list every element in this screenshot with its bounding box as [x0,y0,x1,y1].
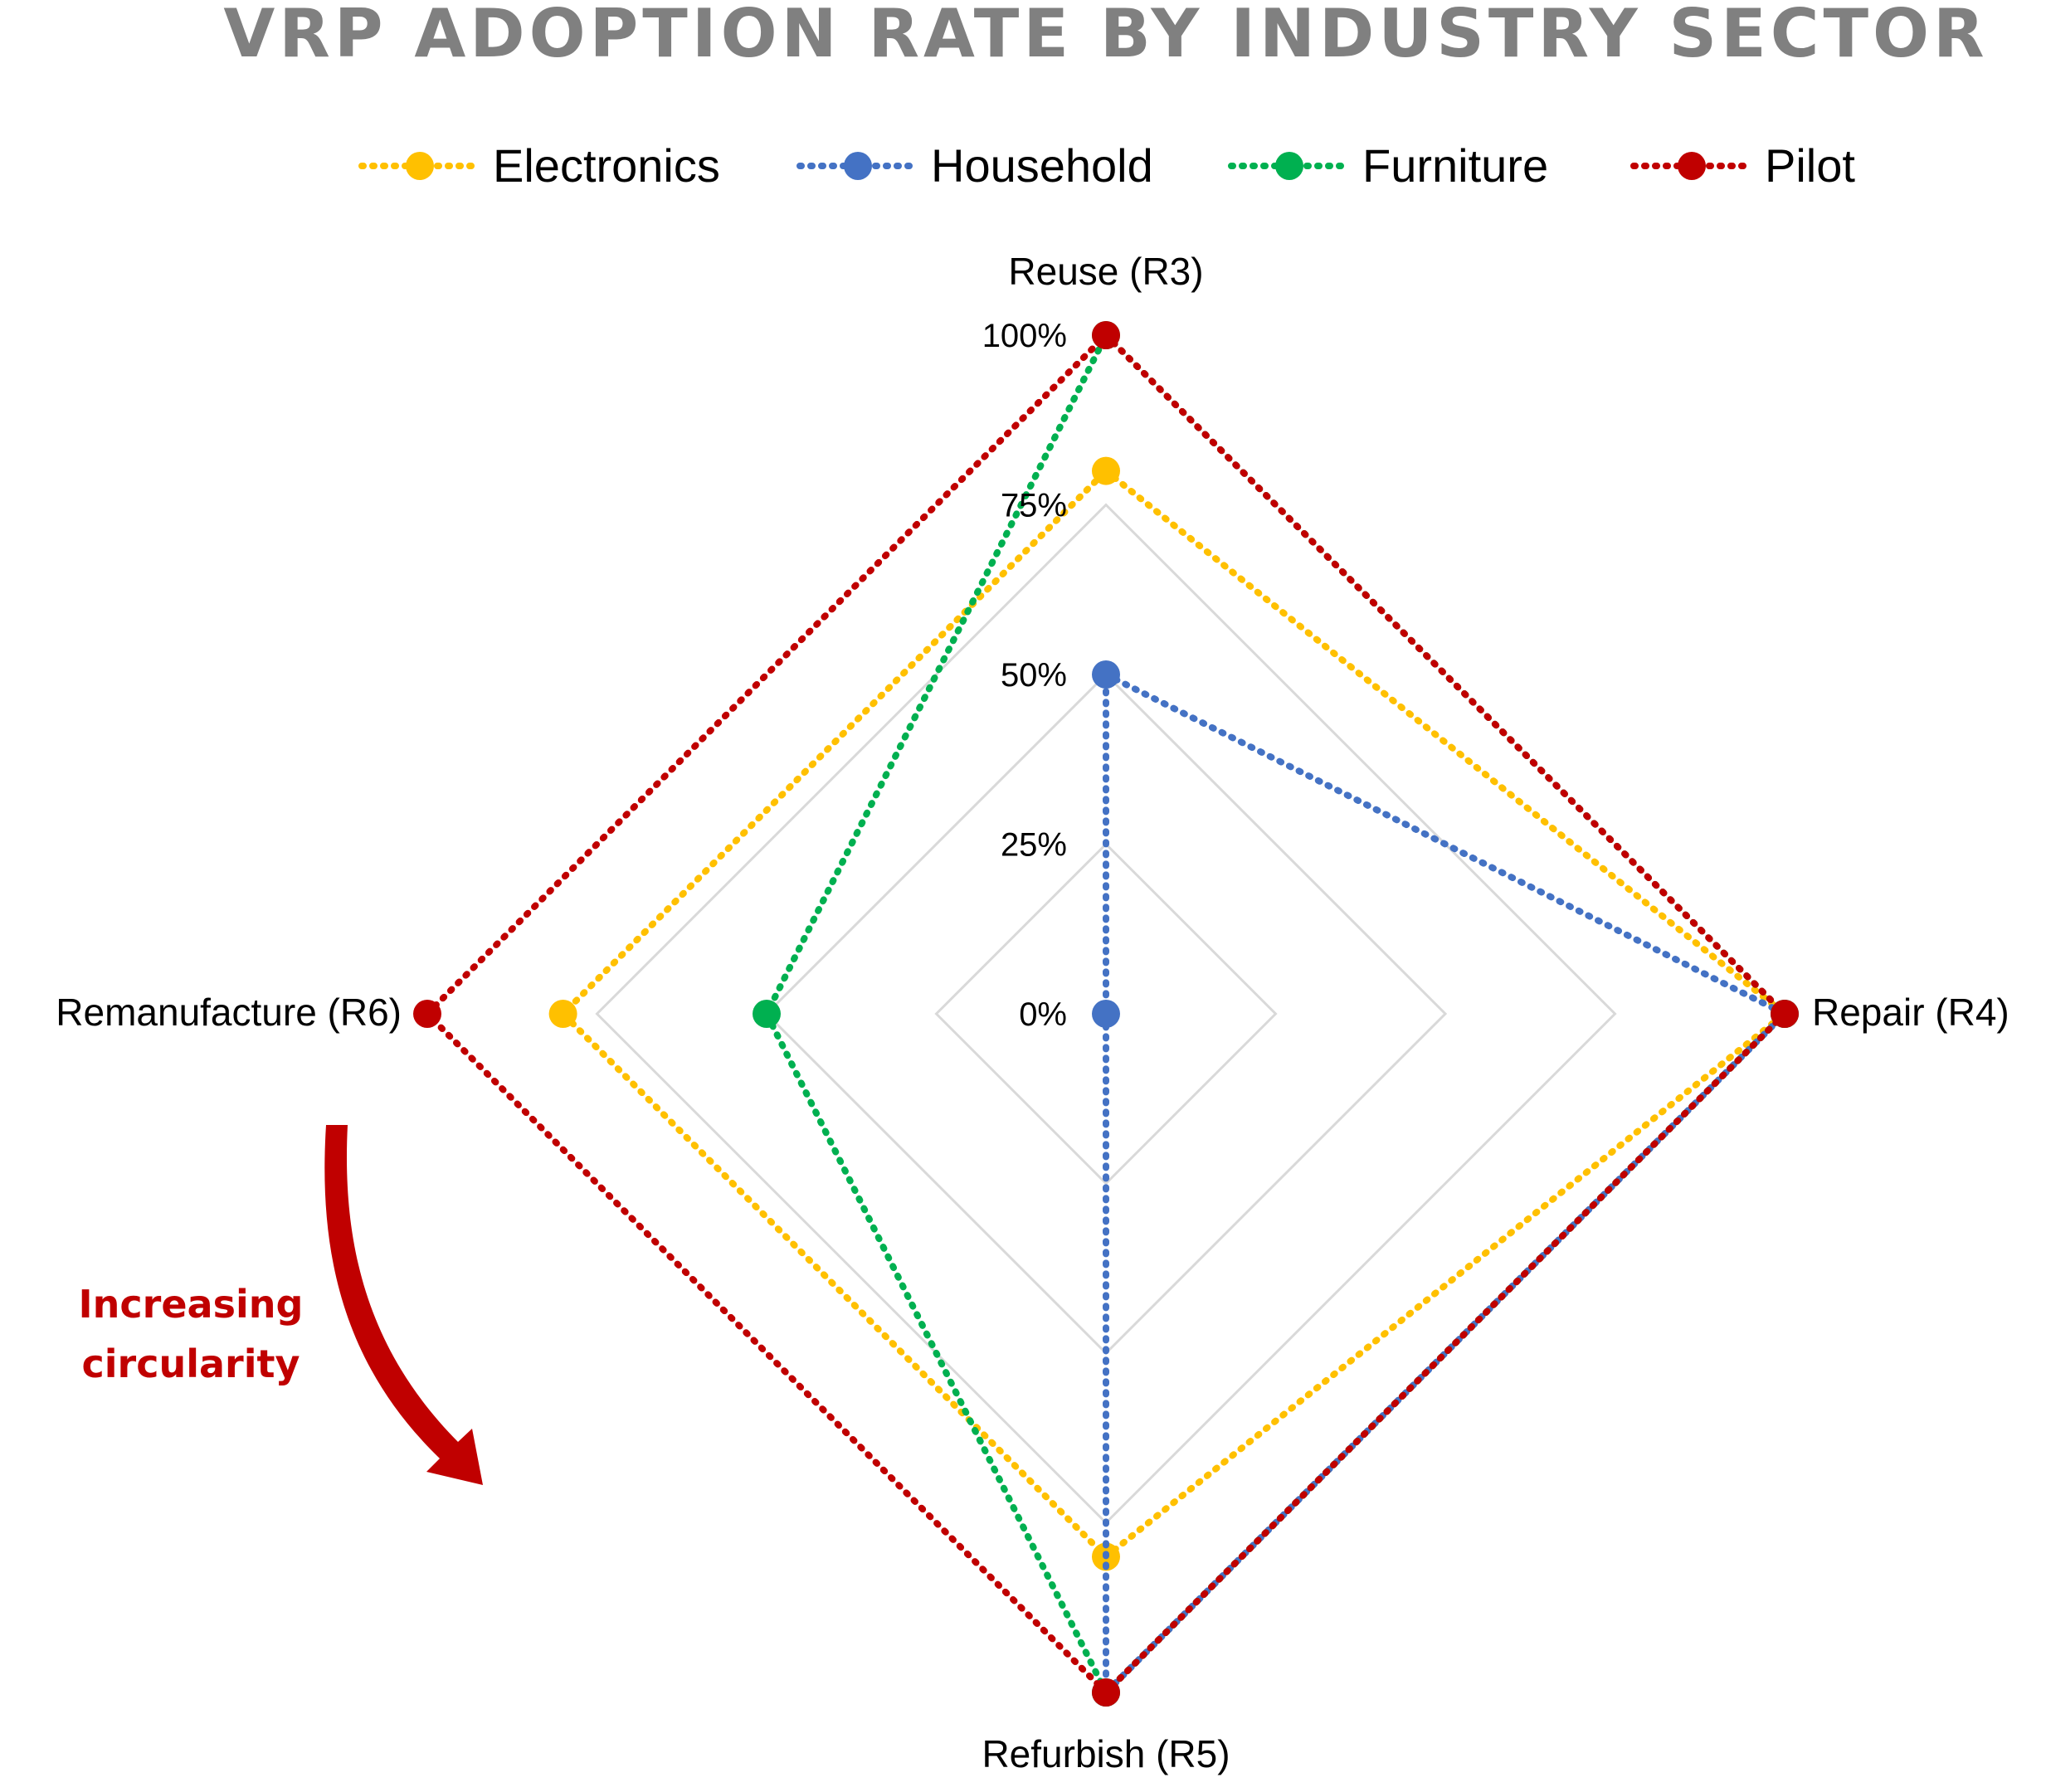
legend-label: Electronics [493,139,720,192]
legend-item-pilot: Pilot [1630,139,1855,192]
series-pilot [413,321,1799,1707]
data-point-pilot-0 [1092,321,1120,349]
annotation-line-2: circularity [82,1342,300,1386]
axis-label-remanufacture-r6: Remanufacture (R6) [56,991,402,1034]
grid-ring-25 [934,842,1278,1186]
curved-arrow-icon [324,1125,483,1485]
axis-label-repair-r4: Repair (R4) [1812,991,2009,1034]
axis-label-refurbish-r5: Refurbish (R5) [982,1732,1230,1775]
legend: Electronics Household Furniture Pilot [358,139,1855,192]
legend-swatch-marker [406,152,434,180]
chart-title: VRP ADOPTION RATE BY INDUSTRY SECTOR [223,0,1988,72]
tick-label-75: 75% [1001,488,1067,524]
data-point-pilot-2 [1092,1678,1120,1707]
legend-item-household: Household [796,139,1153,192]
legend-item-furniture: Furniture [1228,139,1548,192]
series-electronics [548,456,1799,1571]
tick-label-25: 25% [1001,827,1067,864]
legend-label: Furniture [1362,139,1548,192]
data-point-electronics-0 [1092,456,1120,485]
axis-label-reuse-r3: Reuse (R3) [1008,250,1203,293]
legend-label: Household [931,139,1153,192]
data-point-furniture-3 [753,1000,781,1028]
data-point-pilot-1 [1771,1000,1799,1028]
tick-label-50: 50% [1001,657,1067,694]
legend-item-electronics: Electronics [358,139,720,192]
series-layer [413,321,1799,1707]
circularity-annotation: Increasing circularity [79,1125,483,1485]
series-line-electronics [558,466,1790,1561]
legend-swatch-marker [844,152,872,180]
legend-swatch-marker [1275,152,1303,180]
data-point-household-0 [1092,660,1120,689]
tick-labels: 0% 25% 50% 75% 100% [982,318,1067,1033]
data-point-electronics-3 [548,1000,577,1028]
legend-swatch-marker [1678,152,1706,180]
axis-labels: Reuse (R3) Repair (R4) Refurbish (R5) Reman… [56,250,2009,1775]
annotation-line-1: Increasing [79,1282,304,1327]
legend-label: Pilot [1765,139,1855,192]
tick-label-0: 0% [1019,996,1067,1033]
data-point-household-3 [1092,1000,1120,1028]
data-point-pilot-3 [413,1000,441,1028]
tick-label-100: 100% [982,318,1067,354]
